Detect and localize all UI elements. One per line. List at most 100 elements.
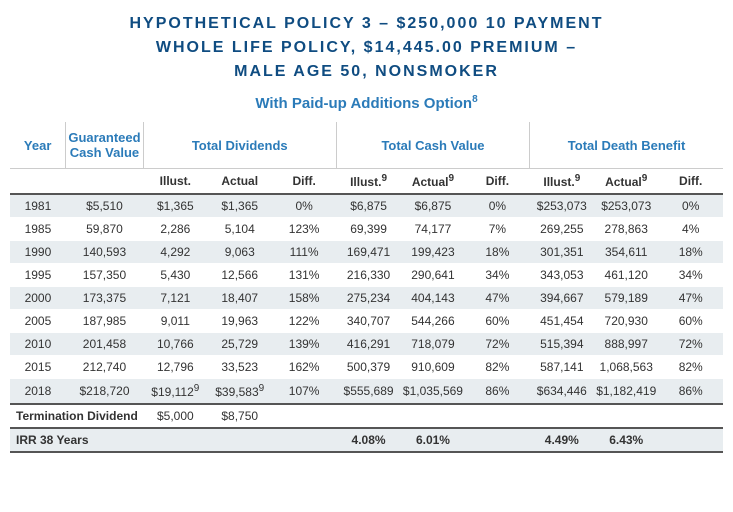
- cell-year: 2005: [10, 310, 66, 333]
- title-line-1: HYPOTHETICAL POLICY 3 – $250,000 10 PAYM…: [10, 12, 723, 36]
- cell-cv_d: 18%: [465, 241, 529, 264]
- cell-td_a: 9,063: [208, 241, 272, 264]
- cell-td_i: 5,430: [143, 264, 207, 287]
- cell-cv_a: 404,143: [401, 287, 465, 310]
- cell-cv_i: 69,399: [336, 218, 400, 241]
- cell-db_i: $634,446: [530, 379, 594, 405]
- subtitle-footnote: 8: [472, 94, 478, 105]
- cell-year: 2015: [10, 356, 66, 379]
- cell-td_d: 131%: [272, 264, 336, 287]
- cell-db_i: 451,454: [530, 310, 594, 333]
- cell-db_d: 18%: [658, 241, 723, 264]
- irr-db-illust: 4.49%: [530, 428, 594, 452]
- irr-db-actual: 6.43%: [594, 428, 658, 452]
- table-row: 2005187,9859,01119,963122%340,707544,266…: [10, 310, 723, 333]
- cell-gcv: 59,870: [66, 218, 143, 241]
- cell-cv_d: 72%: [465, 333, 529, 356]
- cell-db_d: 47%: [658, 287, 723, 310]
- cell-cv_a: $1,035,569: [401, 379, 465, 405]
- cell-db_a: 579,189: [594, 287, 658, 310]
- cell-cv_i: 340,707: [336, 310, 400, 333]
- cell-td_i: 10,766: [143, 333, 207, 356]
- irr-row: IRR 38 Years4.08%6.01%4.49%6.43%: [10, 428, 723, 452]
- cell-cv_d: 47%: [465, 287, 529, 310]
- cell-db_a: 461,120: [594, 264, 658, 287]
- cell-db_a: 278,863: [594, 218, 658, 241]
- cell-td_i: 12,796: [143, 356, 207, 379]
- cell-cv_i: $6,875: [336, 194, 400, 218]
- cell-td_d: 162%: [272, 356, 336, 379]
- cell-db_i: 515,394: [530, 333, 594, 356]
- cell-db_a: $253,073: [594, 194, 658, 218]
- th-db-illust: Illust.9: [530, 169, 594, 195]
- col-total-cash-value: Total Cash Value: [336, 122, 529, 169]
- cell-gcv: 173,375: [66, 287, 143, 310]
- group-header-row: Year Guaranteed Cash Value Total Dividen…: [10, 122, 723, 169]
- cell-td_i: $1,365: [143, 194, 207, 218]
- policy-table: Year Guaranteed Cash Value Total Dividen…: [10, 122, 723, 453]
- cell-gcv: 187,985: [66, 310, 143, 333]
- col-year: Year: [10, 122, 66, 169]
- cell-td_a: 5,104: [208, 218, 272, 241]
- cell-cv_d: 34%: [465, 264, 529, 287]
- cell-td_i: 7,121: [143, 287, 207, 310]
- cell-db_a: 1,068,563: [594, 356, 658, 379]
- cell-gcv: 140,593: [66, 241, 143, 264]
- cell-cv_i: 169,471: [336, 241, 400, 264]
- cell-gcv: 212,740: [66, 356, 143, 379]
- cell-td_i: 2,286: [143, 218, 207, 241]
- cell-year: 1990: [10, 241, 66, 264]
- cell-td_i: 4,292: [143, 241, 207, 264]
- cell-cv_i: $555,689: [336, 379, 400, 405]
- cell-cv_i: 275,234: [336, 287, 400, 310]
- cell-cv_a: 544,266: [401, 310, 465, 333]
- cell-db_d: 82%: [658, 356, 723, 379]
- col-total-dividends: Total Dividends: [143, 122, 336, 169]
- th-db-diff: Diff.: [658, 169, 723, 195]
- cell-td_d: 139%: [272, 333, 336, 356]
- cell-db_i: $253,073: [530, 194, 594, 218]
- cell-cv_i: 216,330: [336, 264, 400, 287]
- cell-db_d: 0%: [658, 194, 723, 218]
- cell-td_d: 0%: [272, 194, 336, 218]
- cell-cv_i: 500,379: [336, 356, 400, 379]
- cell-year: 1995: [10, 264, 66, 287]
- cell-td_d: 123%: [272, 218, 336, 241]
- th-cv-actual: Actual9: [401, 169, 465, 195]
- cell-cv_d: 60%: [465, 310, 529, 333]
- subtitle: With Paid-up Additions Option8: [10, 94, 723, 112]
- cell-td_a: 19,963: [208, 310, 272, 333]
- cell-cv_d: 0%: [465, 194, 529, 218]
- cell-td_d: 107%: [272, 379, 336, 405]
- cell-db_d: 60%: [658, 310, 723, 333]
- cell-year: 1985: [10, 218, 66, 241]
- irr-label: IRR 38 Years: [10, 428, 336, 452]
- cell-td_a: 25,729: [208, 333, 272, 356]
- cell-db_i: 343,053: [530, 264, 594, 287]
- cell-td_i: $19,1129: [143, 379, 207, 405]
- cell-db_a: 354,611: [594, 241, 658, 264]
- cell-td_i: 9,011: [143, 310, 207, 333]
- th-cv-illust: Illust.9: [336, 169, 400, 195]
- sub-header-row: Illust. Actual Diff. Illust.9 Actual9 Di…: [10, 169, 723, 195]
- cell-cv_a: 290,641: [401, 264, 465, 287]
- term-div-actual: $8,750: [208, 404, 272, 428]
- title-line-3: MALE AGE 50, NONSMOKER: [10, 60, 723, 84]
- cell-year: 1981: [10, 194, 66, 218]
- cell-db_i: 394,667: [530, 287, 594, 310]
- cell-cv_i: 416,291: [336, 333, 400, 356]
- table-body: 1981$5,510$1,365$1,3650%$6,875$6,8750%$2…: [10, 194, 723, 452]
- cell-db_a: 888,997: [594, 333, 658, 356]
- cell-gcv: 201,458: [66, 333, 143, 356]
- cell-cv_a: 910,609: [401, 356, 465, 379]
- table-row: 198559,8702,2865,104123%69,39974,1777%26…: [10, 218, 723, 241]
- cell-td_d: 122%: [272, 310, 336, 333]
- subtitle-text: With Paid-up Additions Option: [255, 95, 472, 112]
- term-div-label: Termination Dividend: [10, 404, 143, 428]
- cell-db_i: 301,351: [530, 241, 594, 264]
- table-row: 1995157,3505,43012,566131%216,330290,641…: [10, 264, 723, 287]
- col-total-death-benefit: Total Death Benefit: [530, 122, 723, 169]
- cell-cv_d: 82%: [465, 356, 529, 379]
- cell-db_d: 4%: [658, 218, 723, 241]
- term-div-blank: [272, 404, 723, 428]
